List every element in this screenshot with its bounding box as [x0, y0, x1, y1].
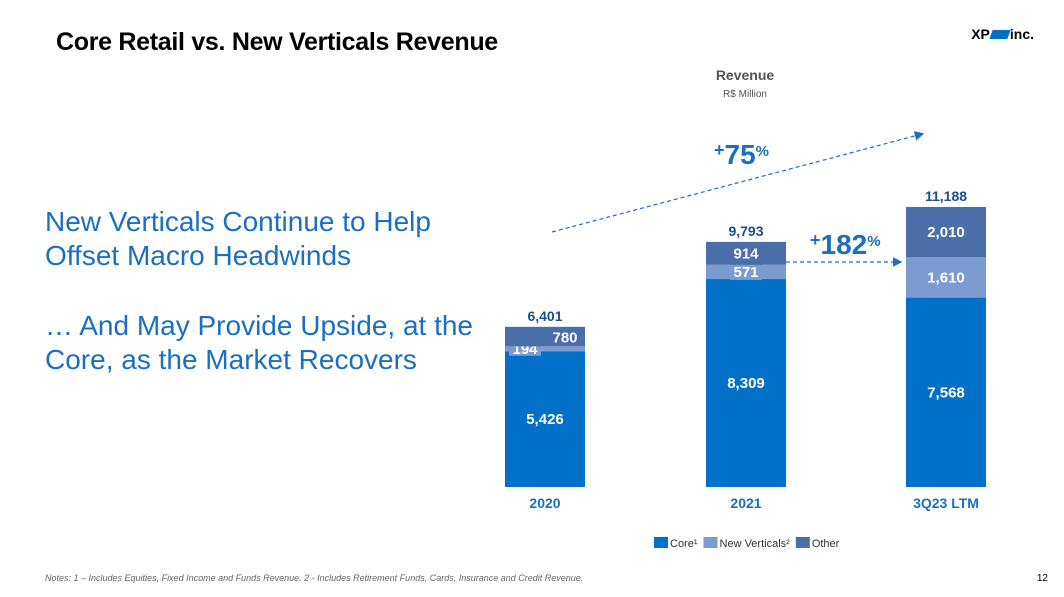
logo-text-right: inc. [1009, 26, 1034, 42]
legend-label: New Verticals² [720, 538, 791, 550]
legend-swatch [703, 537, 718, 548]
segment-value-label: 914 [733, 245, 759, 262]
chart-subtitle: R$ Million [723, 89, 767, 100]
logo-text-left: XP [971, 26, 990, 42]
headline-line-1: New Verticals Continue to Help Offset Ma… [45, 206, 431, 271]
chart-title: Revenue [716, 67, 775, 83]
headline-line-2: … And May Provide Upside, at the Core, a… [45, 310, 473, 375]
segment-value-label: 7,568 [927, 384, 965, 401]
segment-value-label: 2,010 [927, 224, 965, 241]
segment-value-label: 5,426 [526, 411, 564, 428]
bar-total-label: 9,793 [728, 223, 763, 239]
category-label: 2021 [730, 495, 761, 511]
bars-group: 5,4261947806,40120208,3095719149,7932021… [505, 188, 986, 511]
legend-swatch [795, 537, 810, 548]
growth-annotations: +75% +182% [551, 131, 925, 267]
legend-label: Other [812, 538, 840, 550]
bar-segment [505, 351, 585, 487]
bar-segment [706, 279, 786, 487]
category-label: 2020 [529, 495, 560, 511]
chart-legend: Core¹ New Verticals² Other [654, 537, 840, 550]
segment-label-box [730, 245, 762, 262]
segment-value-label: 780 [552, 330, 577, 347]
segment-value-label: 1,610 [927, 269, 965, 286]
bar-total-label: 11,188 [925, 188, 967, 204]
segment-label-box [730, 263, 762, 280]
category-label: 3Q23 LTM [913, 495, 979, 511]
legend-label: Core¹ [670, 538, 698, 550]
bar-segment [906, 207, 986, 258]
bar-segment [906, 257, 986, 298]
bar-segment [906, 297, 986, 487]
page-number: 12 [1036, 573, 1048, 584]
bar-segment [505, 346, 585, 352]
bar-total-label: 6,401 [527, 308, 562, 324]
segment-value-label: 571 [733, 264, 758, 281]
growth-label-182: +182% [810, 229, 881, 260]
segment-value-label: 8,309 [727, 375, 765, 392]
footnotes: Notes: 1 – Includes Equities, Fixed Inco… [45, 573, 584, 583]
xp-inc-logo: XP inc. [971, 26, 1034, 42]
growth-label-75: +75% [714, 139, 769, 170]
legend-swatch [654, 537, 668, 548]
headline-text: New Verticals Continue to Help Offset Ma… [45, 205, 485, 413]
page-title: Core Retail vs. New Verticals Revenue [56, 28, 498, 56]
growth-arrow-2020 [551, 131, 925, 233]
bar-segment [505, 326, 585, 347]
